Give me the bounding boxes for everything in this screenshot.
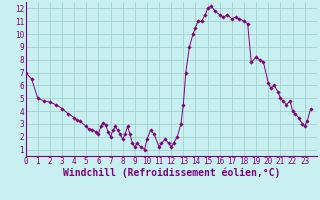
X-axis label: Windchill (Refroidissement éolien,°C): Windchill (Refroidissement éolien,°C) [62, 168, 280, 178]
